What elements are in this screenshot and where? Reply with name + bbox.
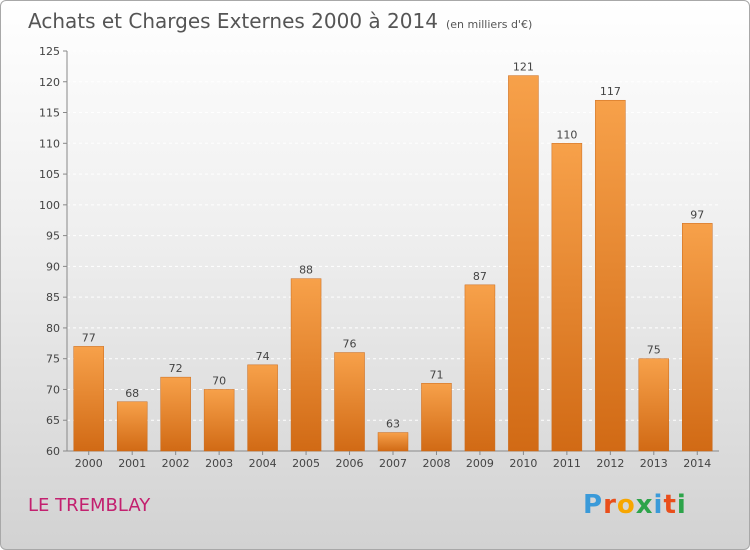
logo-letter: o bbox=[616, 490, 636, 520]
data-label: 88 bbox=[299, 264, 313, 277]
x-tick-label: 2000 bbox=[75, 457, 103, 470]
bar bbox=[377, 432, 409, 452]
logo-letter: x bbox=[635, 490, 654, 520]
y-tick-label: 65 bbox=[46, 414, 60, 427]
data-label: 77 bbox=[82, 331, 96, 344]
x-tick-label: 2012 bbox=[596, 457, 624, 470]
data-label: 63 bbox=[386, 418, 400, 431]
bar bbox=[73, 346, 104, 452]
y-tick-label: 85 bbox=[46, 291, 60, 304]
x-tick-label: 2008 bbox=[422, 457, 450, 470]
x-tick-label: 2010 bbox=[509, 457, 537, 470]
logo-letter: i bbox=[653, 490, 664, 520]
data-label: 72 bbox=[169, 362, 183, 375]
y-tick-label: 70 bbox=[46, 383, 60, 396]
bar bbox=[247, 364, 278, 452]
y-tick-label: 120 bbox=[39, 76, 60, 89]
bar bbox=[464, 284, 496, 452]
data-label: 74 bbox=[256, 350, 270, 363]
bar bbox=[290, 278, 322, 452]
x-tick-label: 2005 bbox=[292, 457, 320, 470]
y-tick-label: 95 bbox=[46, 230, 60, 243]
data-label: 97 bbox=[690, 208, 704, 221]
data-label: 70 bbox=[212, 374, 226, 387]
x-tick-label: 2004 bbox=[249, 457, 277, 470]
chart-title-text: Achats et Charges Externes 2000 à 2014 bbox=[28, 9, 438, 33]
data-label: 68 bbox=[125, 387, 139, 400]
place-name: LE TREMBLAY bbox=[28, 495, 151, 516]
y-tick-label: 125 bbox=[39, 45, 60, 58]
proxiti-logo[interactable]: Proxiti bbox=[583, 490, 687, 520]
logo-letter: t bbox=[663, 490, 677, 520]
y-tick-label: 100 bbox=[39, 199, 60, 212]
bar bbox=[421, 383, 452, 452]
data-label: 76 bbox=[343, 338, 357, 351]
chart-title: Achats et Charges Externes 2000 à 2014 (e… bbox=[28, 9, 532, 33]
data-label: 87 bbox=[473, 270, 487, 283]
x-tick-label: 2002 bbox=[162, 457, 190, 470]
x-tick-label: 2003 bbox=[205, 457, 233, 470]
x-tick-label: 2006 bbox=[336, 457, 364, 470]
x-tick-label: 2001 bbox=[118, 457, 146, 470]
x-tick-label: 2007 bbox=[379, 457, 407, 470]
logo-letter: r bbox=[603, 490, 617, 520]
bar bbox=[682, 223, 713, 452]
logo-letter: i bbox=[676, 490, 687, 520]
bar bbox=[595, 99, 626, 452]
data-label: 117 bbox=[600, 85, 621, 98]
x-tick-label: 2013 bbox=[640, 457, 668, 470]
y-tick-label: 115 bbox=[39, 107, 60, 120]
data-label: 71 bbox=[429, 368, 443, 381]
y-tick-label: 110 bbox=[39, 137, 60, 150]
bar bbox=[638, 358, 670, 452]
bar bbox=[551, 143, 583, 452]
x-tick-label: 2014 bbox=[683, 457, 711, 470]
data-label: 110 bbox=[556, 128, 577, 141]
data-label: 75 bbox=[647, 344, 661, 357]
chart-subtitle: (en milliers d'€) bbox=[445, 18, 533, 31]
y-tick-label: 75 bbox=[46, 353, 60, 366]
bar bbox=[334, 352, 365, 452]
y-tick-label: 90 bbox=[46, 260, 60, 273]
y-tick-label: 80 bbox=[46, 322, 60, 335]
x-tick-label: 2009 bbox=[466, 457, 494, 470]
bar bbox=[116, 401, 148, 452]
x-tick-label: 2011 bbox=[553, 457, 581, 470]
data-label: 121 bbox=[513, 61, 534, 74]
bar bbox=[508, 75, 539, 452]
bar bbox=[160, 376, 191, 452]
logo-letter: P bbox=[583, 490, 604, 520]
y-tick-label: 105 bbox=[39, 168, 60, 181]
bar bbox=[203, 389, 235, 452]
y-tick-label: 60 bbox=[46, 445, 60, 458]
